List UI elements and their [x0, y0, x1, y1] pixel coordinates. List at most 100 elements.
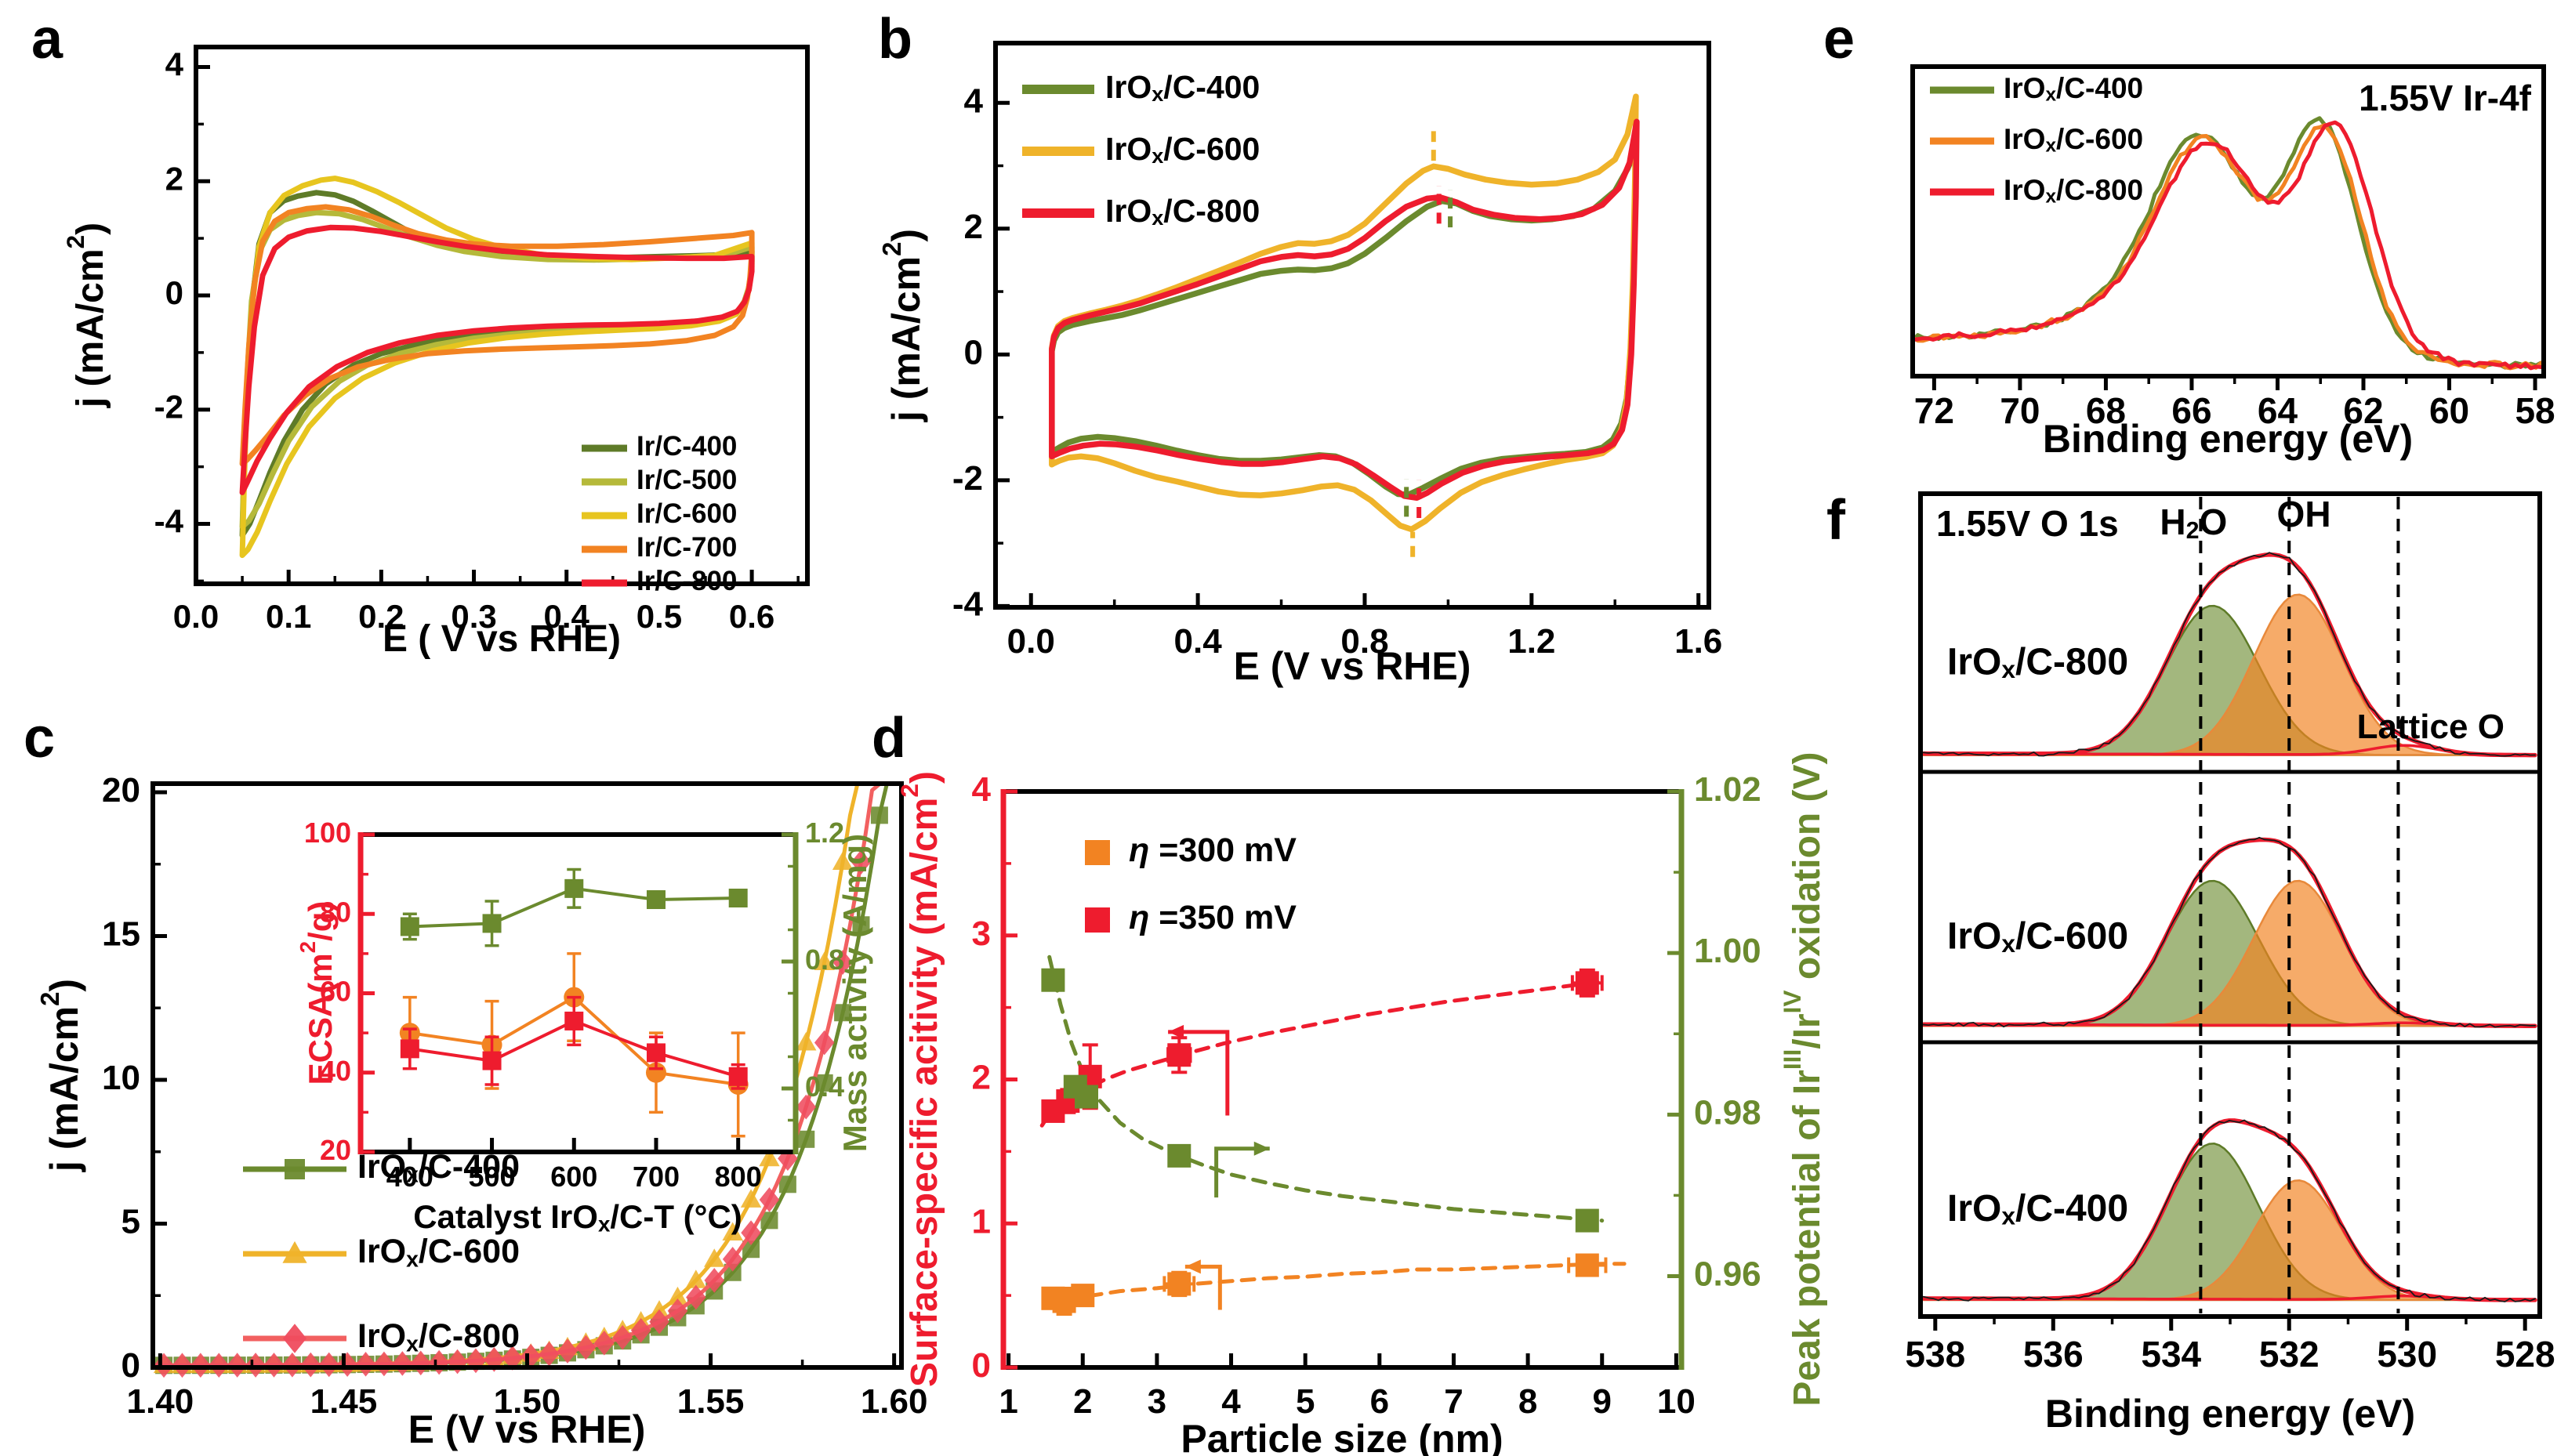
panel-b-ytick: 4 — [964, 81, 984, 120]
panel-a-legend-item: Ir/C-700 — [637, 532, 737, 563]
panel-a-ytick: -2 — [154, 389, 183, 426]
panel-c-inset-xtick: 800 — [715, 1161, 762, 1193]
panel-c-inset-ytick-left: 80 — [320, 896, 351, 928]
panel-e-xtick: 64 — [2258, 390, 2298, 431]
panel-d-series-2 — [1041, 968, 1599, 1233]
panel-b: 0.0 0.4 0.8 1.2 1.6 -4 -2 0 2 4 E (V vs RHE) j (mA/… — [877, 41, 1722, 688]
panel-f-subpanel-label: IrOx/C-600 — [1947, 915, 2128, 958]
panel-c-inset-ytick-left: 20 — [320, 1134, 351, 1166]
panel-c-ytick: 20 — [102, 771, 140, 809]
panel-f-annotation: 1.55V O 1s — [1936, 503, 2119, 544]
panel-c-xlabel: E (V vs RHE) — [408, 1407, 646, 1451]
panel-e-xtick: 72 — [1914, 390, 1954, 431]
panel-c-inset-xtick: 400 — [386, 1161, 433, 1193]
panel-a-legend-item: Ir/C-500 — [637, 465, 737, 495]
panel-a-ylabel: j (mA/cm2) — [61, 223, 111, 408]
panel-f-subpanel-label: IrOx/C-400 — [1947, 1188, 2128, 1230]
panel-f-xtick: 530 — [2377, 1334, 2437, 1375]
panel-b-ytick: 0 — [964, 333, 983, 371]
panel-c-inset-ylabel-left: ECSA(m2/g) — [296, 901, 339, 1085]
panel-c-ytick: 15 — [102, 915, 140, 953]
panel-e-xtick: 68 — [2086, 390, 2126, 431]
panel-d-axis-arrow — [1214, 1141, 1270, 1198]
panel-b-ylabel: j (mA/cm2) — [877, 229, 928, 422]
panel-c-xtick: 1.60 — [861, 1382, 928, 1421]
panel-c-inset-ylabel-right: Mass activity (A/mg) — [836, 834, 873, 1152]
panel-c-legend-item: IrOx/C-600 — [357, 1233, 520, 1272]
panel-f-xtick: 538 — [1905, 1334, 1965, 1375]
panel-a-xtick: 0.2 — [358, 598, 404, 635]
panel-f-oh-label: OH — [2277, 494, 2331, 534]
panel-c-inset-ytick-right: 1.2 — [805, 817, 844, 849]
panel-a-legend-item: Ir/C-600 — [637, 498, 737, 529]
panel-b-xtick: 1.6 — [1674, 622, 1722, 661]
panel-a-ytick: -4 — [154, 503, 184, 540]
panel-c-inset-xtick: 700 — [633, 1161, 680, 1193]
panel-b-series-2 — [1049, 118, 1640, 502]
panel-b-xlabel: E (V vs RHE) — [1234, 644, 1471, 688]
panel-label-d: d — [872, 707, 906, 770]
panel-c-inset-ytick-right: 0.8 — [805, 944, 844, 976]
panel-d-ylabel-left: Surface-specific acitivity (mA/cm2) — [895, 771, 945, 1387]
panel-c-xtick: 1.40 — [127, 1382, 194, 1421]
panel-f: IrOx/C-800 IrOx/C-600 IrOx/C-400 538 536 534 5… — [1905, 491, 2555, 1436]
panel-d-xtick: 7 — [1444, 1382, 1463, 1421]
panel-c-inset-xlabel: Catalyst IrOx/C-T (°C) — [413, 1198, 742, 1237]
panel-b-legend-item: IrOx/C-400 — [1105, 69, 1260, 107]
panel-f-lattice-label: Lattice O — [2357, 708, 2505, 746]
panel-e-annotation: 1.55V Ir-4f — [2359, 78, 2532, 118]
panel-a-ytick: 4 — [165, 46, 184, 83]
panel-b-ytick: 2 — [964, 207, 983, 245]
panel-e-xlabel: Binding energy (eV) — [2043, 417, 2413, 461]
panel-c-series-2 — [151, 782, 882, 1378]
panel-d-ylabel-right: Peak potential of IrIII/IrIV oxidation (… — [1778, 752, 1828, 1406]
panel-c-ytick: 5 — [122, 1202, 140, 1240]
panel-e-xtick: 66 — [2171, 390, 2211, 431]
panel-d-legend-item: η =350 mV — [1129, 899, 1297, 936]
panel-d-xlabel: Particle size (nm) — [1181, 1417, 1503, 1456]
panel-label-e: e — [1823, 8, 1855, 71]
panel-a-xtick: 0.4 — [544, 598, 590, 635]
panel-f-xtick: 536 — [2023, 1334, 2084, 1375]
panel-f-xtick: 528 — [2495, 1334, 2555, 1375]
panel-f-subpanel-1: IrOx/C-600 — [1921, 836, 2537, 1028]
panel-e: 72 70 68 66 64 62 60 58 Binding energy (eV) 1.55V… — [1910, 64, 2555, 461]
panel-e-xtick: 60 — [2429, 390, 2469, 431]
panel-label-b: b — [878, 8, 912, 71]
panel-f-subpanel-0: IrOx/C-800 — [1921, 552, 2537, 758]
panel-c-xtick: 1.45 — [310, 1382, 378, 1421]
panel-a-xlabel: E ( V vs RHE) — [383, 618, 621, 660]
panel-b-legend-item: IrOx/C-800 — [1105, 193, 1260, 230]
panel-c-legend-item: IrOx/C-800 — [357, 1317, 520, 1356]
panel-d-xtick: 3 — [1148, 1382, 1166, 1421]
panel-f-xtick: 534 — [2141, 1334, 2201, 1375]
panel-d-trend-1 — [1043, 1262, 1627, 1305]
panel-e-xtick: 62 — [2343, 390, 2383, 431]
panel-d-axis-arrow — [1184, 1259, 1222, 1310]
panel-label-a: a — [31, 8, 63, 71]
panel-c-inset-ytick-left: 40 — [320, 1054, 351, 1086]
panel-c-inset-xtick: 600 — [550, 1161, 597, 1193]
panel-label-f: f — [1826, 489, 1845, 552]
panel-a-xtick: 0.6 — [729, 598, 774, 635]
panel-a-xtick: 0.0 — [173, 598, 219, 635]
panel-c-inset-ytick-left: 100 — [304, 817, 351, 849]
panel-d-ytick-right: 0.96 — [1694, 1255, 1761, 1293]
panel-a-series-3 — [239, 204, 755, 467]
panel-a-ytick: 2 — [165, 160, 183, 197]
panel-d-xtick: 10 — [1657, 1382, 1696, 1421]
panel-f-xtick: 532 — [2259, 1334, 2320, 1375]
panel-a-xtick: 0.3 — [451, 598, 496, 635]
panel-d-xtick: 6 — [1370, 1382, 1389, 1421]
panel-a: 0.0 0.1 0.2 0.3 0.4 0.5 0.6 -4 -2 0 2 4 E ( V vs RHE… — [61, 45, 810, 660]
panel-e-series-2 — [1910, 120, 2544, 371]
panel-b-xtick: 0.4 — [1174, 622, 1223, 661]
panel-a-legend-item: Ir/C-800 — [637, 566, 737, 596]
panel-d-trend-2 — [1047, 954, 1605, 1223]
panel-a-series-4 — [239, 224, 755, 495]
panel-c-legend-item: IrOx/C-400 — [357, 1148, 520, 1187]
panel-d-ytick-left: 4 — [972, 770, 992, 809]
panel-d-ytick-left: 2 — [972, 1058, 991, 1096]
